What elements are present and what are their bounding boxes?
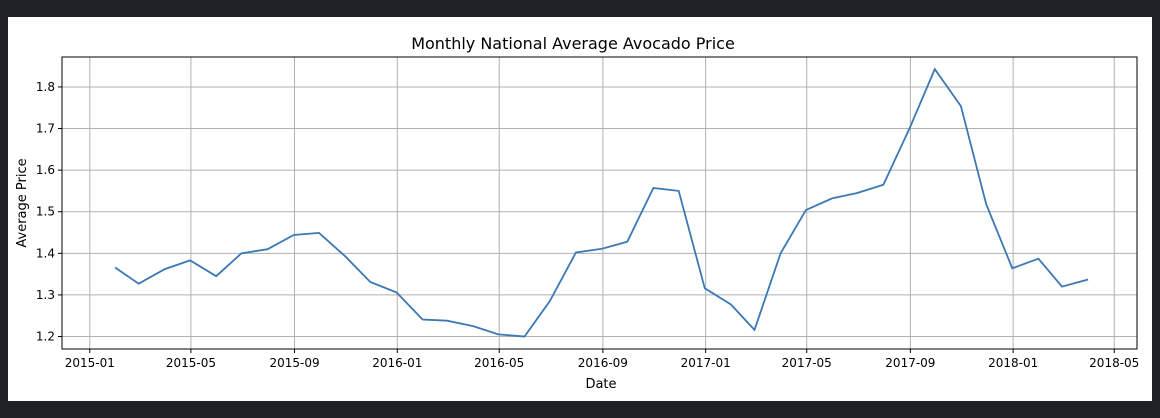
y-tick-label: 1.5 [36,205,55,219]
y-tick-label: 1.8 [36,80,55,94]
plot-frame [61,56,1138,350]
y-tick-label: 1.2 [36,330,55,344]
x-tick-label: 2015-05 [166,356,216,370]
y-axis-label: Average Price [15,158,30,247]
grid [62,57,1137,349]
line-chart: 2015-01 2015-05 2015-09 2016-01 2016-05 2016-… [15,34,1139,392]
x-axis-label: Date [585,377,616,392]
x-axis: 2015-01 2015-05 2015-09 2016-01 2016-05 2016-… [65,349,1139,370]
y-axis: 1.2 1.3 1.4 1.5 1.6 1.7 1.8 [36,80,62,344]
x-tick-label: 2015-01 [65,356,115,370]
x-tick-label: 2016-01 [372,356,422,370]
chart-title: Monthly National Average Avocado Price [411,34,735,53]
x-tick-label: 2018-05 [1089,356,1139,370]
y-tick-label: 1.4 [36,246,55,260]
x-tick-label: 2017-09 [885,356,935,370]
series-line [114,67,1089,338]
y-tick-label: 1.6 [36,163,55,177]
x-tick-label: 2016-09 [578,356,628,370]
x-tick-label: 2015-09 [269,356,319,370]
y-tick-label: 1.3 [36,288,55,302]
x-tick-label: 2017-01 [681,356,731,370]
x-tick-label: 2018-01 [988,356,1038,370]
x-tick-label: 2016-05 [474,356,524,370]
x-tick-label: 2017-05 [782,356,832,370]
y-tick-label: 1.7 [36,122,55,136]
figure: 2015-01 2015-05 2015-09 2016-01 2016-05 2016-… [8,17,1152,401]
